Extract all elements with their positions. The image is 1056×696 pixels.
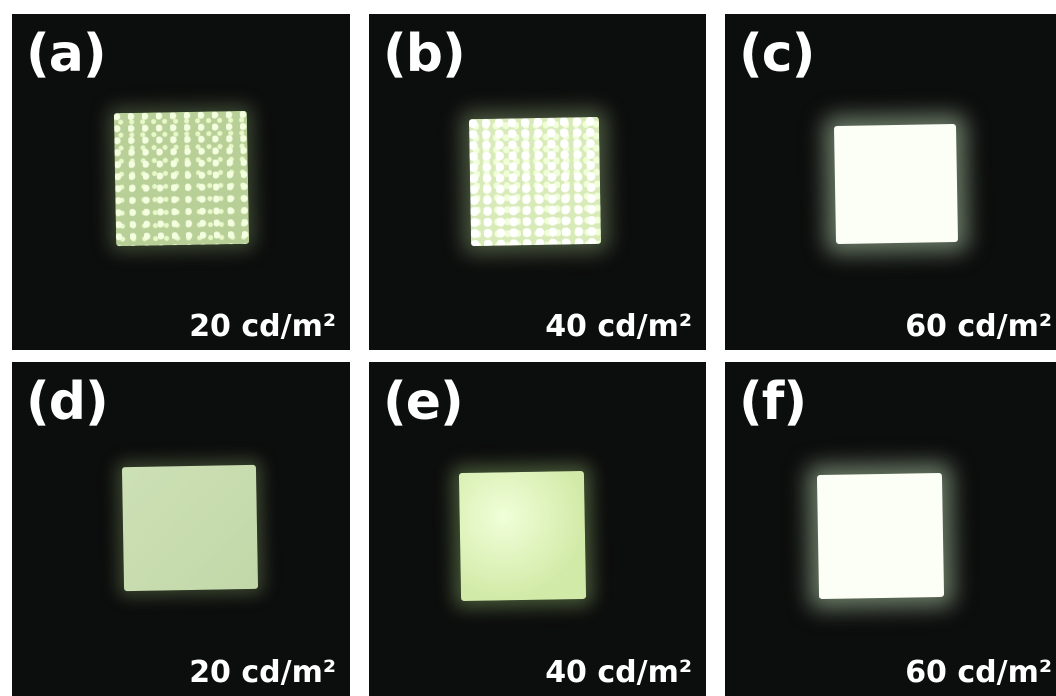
luminance-caption: 20 cd/m²: [189, 658, 336, 688]
panel-label: (e): [383, 376, 463, 428]
emitting-square: [817, 473, 944, 599]
panel-label: (a): [26, 28, 106, 80]
photo-panel: (b) 40 cd/m²: [369, 14, 706, 350]
luminance-caption: 40 cd/m²: [545, 312, 692, 342]
figure: {"panels": [ {"label": "(a)", "caption":…: [0, 0, 1056, 696]
panel-label: (f): [739, 376, 806, 428]
panel-label: (d): [26, 376, 108, 428]
luminance-caption: 60 cd/m²: [905, 658, 1052, 688]
emitting-square: [834, 124, 958, 244]
emitting-square: [114, 111, 249, 246]
emitting-square: [459, 471, 586, 601]
photo-panel: (e) 40 cd/m²: [369, 362, 706, 696]
emitting-square: [122, 465, 258, 591]
photo-panel: (d) 20 cd/m²: [12, 362, 350, 696]
photo-panel: (c) 60 cd/m²: [725, 14, 1056, 350]
emitting-square: [469, 117, 601, 246]
photo-panel: (f) 60 cd/m²: [725, 362, 1056, 696]
luminance-caption: 40 cd/m²: [545, 658, 692, 688]
luminance-caption: 20 cd/m²: [189, 312, 336, 342]
panel-label: (b): [383, 28, 465, 80]
luminance-caption: 60 cd/m²: [905, 312, 1052, 342]
panel-label: (c): [739, 28, 814, 80]
photo-panel: (a) 20 cd/m²: [12, 14, 350, 350]
